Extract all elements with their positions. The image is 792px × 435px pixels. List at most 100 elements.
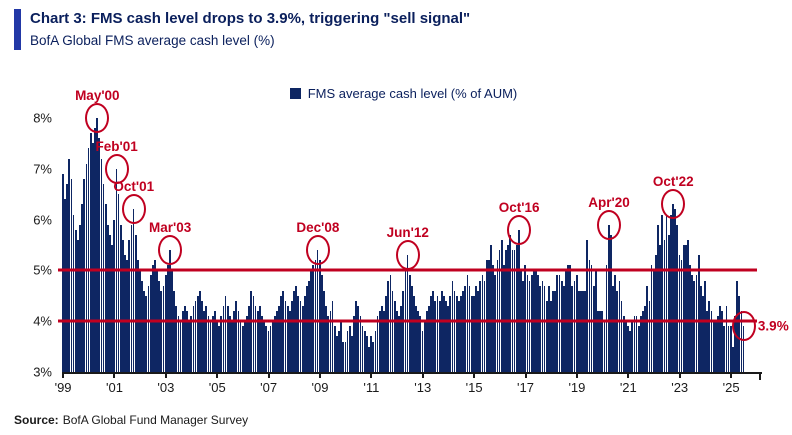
bar	[451, 280, 454, 372]
bar	[119, 224, 122, 372]
bar	[742, 326, 745, 372]
bar	[166, 265, 169, 372]
bar	[616, 290, 619, 372]
x-tick-label: '19	[568, 380, 586, 395]
bar	[477, 290, 480, 372]
bar	[449, 295, 452, 372]
bar	[511, 250, 514, 372]
bar	[727, 326, 730, 372]
annotation-label: Jun'12	[386, 225, 429, 241]
bar	[226, 305, 229, 372]
bar	[556, 275, 559, 372]
bar	[280, 295, 283, 372]
bar	[721, 311, 724, 372]
bar	[567, 265, 569, 372]
bar	[695, 275, 698, 372]
bar	[637, 326, 640, 372]
bar	[691, 275, 694, 372]
bar	[547, 285, 550, 372]
bar	[261, 316, 263, 372]
bar	[213, 311, 216, 372]
bar	[231, 321, 233, 372]
bar	[194, 300, 197, 372]
x-tick-label: '07	[260, 380, 278, 395]
signal-line-4pct	[58, 319, 757, 323]
bar	[243, 321, 246, 372]
bar	[644, 305, 646, 372]
bar	[130, 224, 133, 372]
bar	[496, 260, 499, 372]
bar	[590, 265, 593, 372]
bar	[577, 290, 580, 372]
bar	[592, 285, 595, 372]
x-tick-label: '05	[208, 380, 226, 395]
bar	[562, 285, 565, 372]
bar	[85, 163, 88, 372]
bar	[250, 290, 253, 372]
bar	[190, 316, 193, 372]
bar	[220, 316, 223, 372]
bar	[385, 295, 387, 372]
bar	[368, 346, 370, 372]
x-tick-mark	[421, 372, 424, 378]
bar	[479, 280, 482, 372]
bar	[76, 239, 79, 372]
bar	[263, 321, 265, 372]
bar	[631, 321, 634, 372]
bar	[181, 311, 184, 372]
bar	[113, 219, 116, 372]
bar	[524, 265, 527, 372]
bar	[222, 305, 225, 372]
bar	[96, 118, 98, 372]
annotation-label: May'00	[75, 88, 120, 103]
bar	[543, 285, 546, 372]
bar	[483, 280, 486, 372]
bar	[560, 280, 563, 372]
annotation-circle	[158, 235, 183, 266]
bar	[254, 305, 257, 372]
bar	[145, 295, 148, 372]
bar	[708, 300, 711, 372]
bar	[361, 326, 364, 372]
annotation-circle	[85, 103, 110, 133]
bar	[402, 290, 405, 372]
y-tick-label: 7%	[33, 161, 52, 177]
bar	[620, 300, 623, 372]
bar	[333, 326, 336, 372]
bar	[575, 275, 578, 372]
bar	[648, 300, 651, 372]
bar	[455, 295, 458, 372]
bar	[241, 326, 244, 372]
bar	[177, 316, 180, 372]
bar	[246, 316, 248, 372]
bar	[445, 300, 447, 372]
bar	[297, 295, 300, 372]
bar	[680, 260, 683, 372]
bar	[646, 285, 649, 372]
annotation-label: 3.9%	[757, 318, 789, 334]
bar	[475, 285, 477, 372]
bar	[612, 285, 614, 372]
bar	[732, 346, 734, 372]
x-tick-mark	[730, 372, 733, 378]
bar	[363, 331, 366, 372]
x-tick-mark	[113, 372, 116, 378]
bar	[141, 280, 143, 372]
bar	[66, 184, 69, 372]
bar	[430, 295, 432, 372]
bar	[380, 305, 383, 372]
bar	[188, 321, 191, 372]
bar	[359, 316, 362, 372]
bar	[432, 290, 435, 372]
source-prefix: Source:	[14, 413, 59, 427]
bar	[601, 311, 604, 372]
bar	[387, 280, 390, 372]
bar	[205, 305, 208, 372]
bar	[173, 290, 176, 372]
bar	[515, 245, 518, 372]
bar	[235, 300, 238, 372]
bar	[383, 311, 385, 372]
bar	[443, 295, 445, 372]
annotation-circle	[731, 311, 756, 342]
bar	[539, 285, 542, 372]
